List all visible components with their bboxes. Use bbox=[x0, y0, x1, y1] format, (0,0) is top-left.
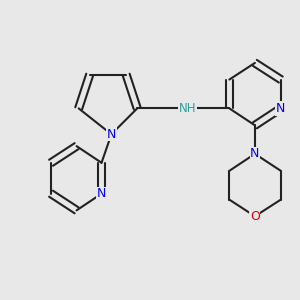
Text: N: N bbox=[97, 187, 106, 200]
Text: N: N bbox=[250, 147, 260, 161]
Text: N: N bbox=[107, 128, 116, 141]
Text: N: N bbox=[276, 102, 286, 115]
Text: NH: NH bbox=[179, 102, 196, 115]
Text: O: O bbox=[250, 210, 260, 223]
